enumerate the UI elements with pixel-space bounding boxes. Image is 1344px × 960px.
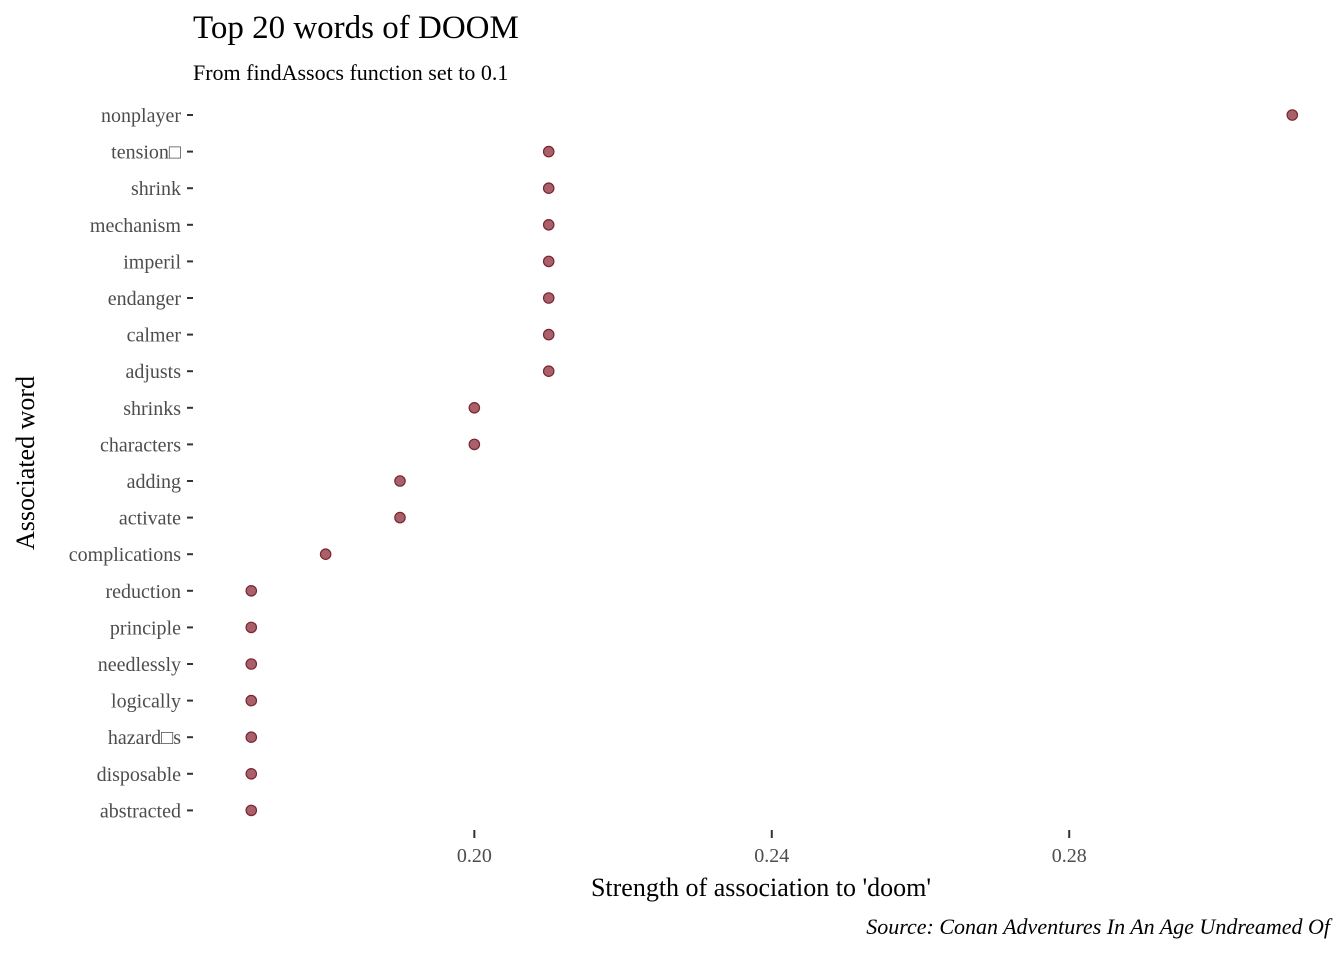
data-point bbox=[542, 219, 555, 231]
data-point bbox=[394, 511, 406, 524]
y-tick-label: nonplayer bbox=[101, 105, 181, 127]
x-tick-label: 0.20 bbox=[457, 845, 492, 867]
data-point bbox=[468, 438, 481, 451]
y-tick-label: adding bbox=[127, 471, 181, 493]
y-tick-label: activate bbox=[119, 508, 181, 530]
x-tick-label: 0.28 bbox=[1052, 845, 1087, 867]
y-tick-label: hazard□s bbox=[108, 727, 181, 749]
y-tick-label: disposable bbox=[97, 764, 182, 786]
y-tick-label: shrink bbox=[131, 178, 181, 200]
y-tick-label: tension□ bbox=[111, 142, 181, 164]
chart-title: Top 20 words of DOOM bbox=[193, 10, 519, 46]
y-tick-label: reduction bbox=[105, 581, 181, 603]
data-point bbox=[394, 475, 406, 487]
x-axis: 0.20 0.24 0.28 bbox=[457, 830, 1087, 867]
data-point bbox=[245, 731, 258, 743]
chart-caption: Source: Conan Adventures In An Age Undre… bbox=[866, 914, 1333, 939]
data-point bbox=[542, 255, 555, 268]
chart-subtitle: From findAssocs function set to 0.1 bbox=[193, 60, 508, 85]
y-axis-title: Associated word bbox=[11, 376, 40, 550]
data-point bbox=[245, 658, 258, 670]
y-tick-label: principle bbox=[110, 617, 181, 639]
x-axis-title: Strength of association to 'doom' bbox=[591, 873, 931, 902]
y-tick-label: shrinks bbox=[123, 398, 181, 420]
data-point bbox=[245, 804, 258, 817]
data-point bbox=[245, 584, 258, 597]
y-tick-label: imperil bbox=[123, 251, 181, 273]
data-point bbox=[542, 145, 555, 158]
y-tick-label: adjusts bbox=[125, 361, 181, 383]
data-point bbox=[542, 292, 555, 304]
y-tick-label: logically bbox=[111, 691, 181, 713]
data-points bbox=[245, 109, 1299, 817]
data-point bbox=[542, 182, 555, 194]
y-tick-label: needlessly bbox=[98, 654, 181, 676]
data-point bbox=[468, 401, 481, 414]
data-point bbox=[245, 767, 258, 780]
y-axis: nonplayer tension□ shrink mechanism imperil e… bbox=[69, 105, 193, 822]
y-tick-label: endanger bbox=[108, 288, 182, 310]
y-tick-label: calmer bbox=[127, 325, 182, 347]
y-tick-label: complications bbox=[69, 544, 181, 566]
data-point bbox=[542, 365, 555, 377]
data-point bbox=[319, 548, 332, 560]
data-point bbox=[245, 694, 258, 707]
y-tick-label: mechanism bbox=[90, 215, 182, 237]
y-tick-label: characters bbox=[100, 434, 181, 456]
x-tick-label: 0.24 bbox=[754, 845, 789, 867]
y-tick-label: abstracted bbox=[100, 800, 181, 822]
data-point bbox=[1286, 109, 1299, 121]
data-point bbox=[542, 328, 555, 341]
data-point bbox=[245, 621, 258, 634]
